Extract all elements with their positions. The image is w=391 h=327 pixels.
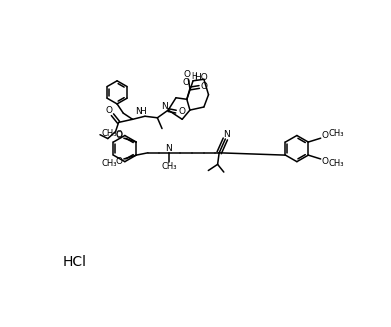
Text: H: H — [139, 107, 146, 116]
Text: N: N — [224, 130, 230, 139]
Text: N: N — [135, 107, 142, 116]
Text: N: N — [161, 102, 168, 111]
Text: HO: HO — [194, 73, 208, 82]
Text: O: O — [200, 82, 207, 91]
Text: CH₃: CH₃ — [328, 129, 344, 138]
Text: O: O — [116, 131, 123, 140]
Text: H: H — [192, 73, 197, 81]
Text: O: O — [183, 78, 190, 87]
Text: O: O — [183, 70, 190, 79]
Text: O: O — [116, 130, 123, 139]
Text: O: O — [322, 131, 329, 140]
Text: O: O — [179, 107, 186, 116]
Text: CH₃: CH₃ — [328, 159, 344, 168]
Text: O: O — [106, 106, 113, 115]
Text: N: N — [165, 145, 172, 153]
Text: CH₃: CH₃ — [101, 159, 117, 168]
Text: O: O — [322, 157, 329, 166]
Text: HCl: HCl — [63, 255, 87, 269]
Text: CH₃: CH₃ — [101, 129, 117, 138]
Text: O: O — [116, 157, 123, 166]
Text: CH₃: CH₃ — [161, 162, 176, 171]
